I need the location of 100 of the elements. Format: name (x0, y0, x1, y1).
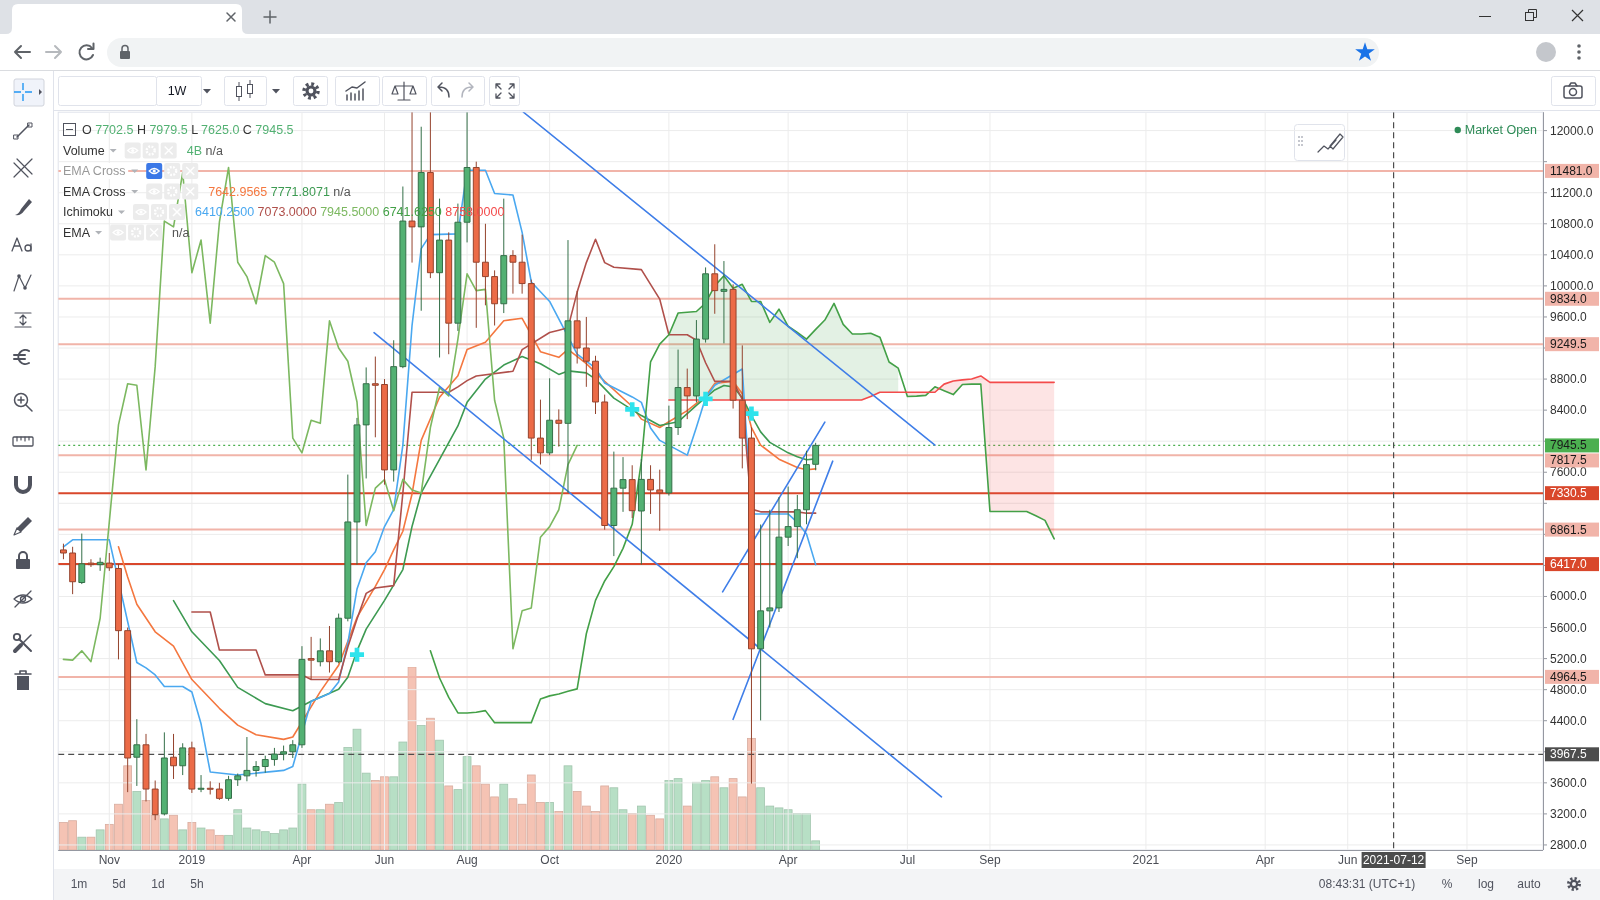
point (625, 402, 640, 417)
candlestick (601, 394, 609, 531)
candlestick (564, 239, 572, 494)
candlestick (537, 399, 544, 465)
x-tick-label: Jun (1338, 853, 1358, 867)
candlestick (390, 339, 398, 483)
candlestick (188, 741, 196, 794)
candlestick (326, 625, 333, 674)
ref-line-label: 6417.0 (1550, 557, 1588, 572)
candlestick (353, 417, 361, 566)
x-tick-label: Aug (456, 853, 478, 867)
ref-line-label: 7945.5 (1550, 438, 1588, 453)
candlestick (362, 366, 370, 479)
y-tick-label: 2800.0 (1550, 837, 1588, 852)
x-tick-label: 2019 (178, 853, 206, 867)
candlestick (160, 731, 168, 816)
bar (416, 725, 426, 850)
y-tick-label: 5600.0 (1550, 620, 1588, 635)
candlestick (491, 269, 499, 326)
candlestick (674, 349, 682, 436)
text: log (1477, 877, 1495, 891)
x-tick-label: 2021 (1132, 853, 1160, 867)
y-tick-label: 10400.0 (1550, 247, 1594, 262)
y-tick-label: 10000.0 (1550, 278, 1594, 293)
candlestick (803, 450, 810, 525)
candlestick (812, 442, 820, 471)
y-tick-label: 3200.0 (1550, 806, 1588, 821)
ref-line-label: 6861.5 (1550, 522, 1588, 537)
y-tick-label: 3600.0 (1550, 775, 1588, 790)
line-series (191, 238, 817, 681)
bar (499, 783, 509, 850)
x-tick-label: Oct (540, 853, 560, 867)
annotation: Market Open (1464, 123, 1538, 137)
candlestick (766, 509, 774, 629)
bar (95, 829, 105, 850)
bar (315, 809, 325, 850)
text: 5h (190, 877, 204, 891)
x-tick-label: Apr (292, 853, 312, 867)
point (698, 391, 713, 406)
bar (132, 791, 142, 850)
candlestick (637, 458, 645, 565)
bar (627, 813, 637, 850)
candlestick (738, 344, 746, 469)
y-tick-label: 5200.0 (1550, 651, 1588, 666)
candlestick (665, 405, 673, 497)
candlestick (225, 775, 232, 802)
y-tick-label: 6000.0 (1550, 589, 1588, 604)
candlestick (215, 782, 223, 801)
y-tick-label: 12000.0 (1550, 123, 1594, 138)
candlestick (775, 496, 783, 613)
candlestick (115, 563, 122, 660)
candlestick (243, 736, 251, 782)
candlestick (298, 645, 306, 749)
candlestick (78, 533, 86, 585)
annotation: EMA Cross (63, 164, 126, 178)
y-tick-label: 8800.0 (1550, 372, 1588, 387)
y-tick-label: 8400.0 (1550, 403, 1588, 418)
candlestick (518, 234, 526, 295)
candlestick (271, 747, 278, 767)
y-tick-label: 11200.0 (1550, 185, 1593, 200)
candlestick (87, 558, 95, 568)
candlestick (647, 464, 654, 515)
candlestick (206, 780, 214, 795)
bar (196, 827, 206, 850)
candlestick (381, 378, 388, 486)
y-tick-label: 10800.0 (1550, 216, 1594, 231)
bar (444, 785, 454, 850)
y-tick-label: 9600.0 (1550, 309, 1588, 324)
text: Volume 4B n/a (63, 143, 223, 158)
candlestick (656, 469, 664, 532)
x-tick-label: Jul (899, 853, 916, 867)
bar (426, 717, 435, 850)
candlestick (96, 557, 104, 572)
x-tick-label: Sep (979, 853, 1001, 867)
candlestick (702, 266, 710, 344)
bar (710, 776, 720, 850)
candlestick (610, 451, 618, 557)
x-tick-label: Apr (1255, 853, 1275, 867)
candlestick (546, 377, 554, 456)
candlestick (757, 524, 765, 721)
bar (407, 667, 417, 850)
candlestick (316, 637, 324, 667)
candlestick (133, 718, 141, 787)
bar (554, 811, 564, 850)
bar (563, 765, 573, 850)
candlestick (234, 773, 242, 787)
candlestick (445, 231, 453, 355)
x-tick-label: Nov (98, 853, 120, 867)
point (349, 647, 365, 662)
text: 08:43:31 (UTC+1) (1318, 877, 1416, 891)
x-tick-label: Apr (778, 853, 798, 867)
y-tick-label: 4400.0 (1550, 713, 1588, 728)
candlestick (628, 464, 636, 519)
ref-line-label: 11481.0 (1550, 163, 1593, 178)
ref-line-label: 7330.5 (1550, 486, 1588, 501)
ref-line-label: 3967.5 (1550, 747, 1588, 762)
candlestick (720, 260, 728, 344)
candlestick (307, 636, 315, 681)
ref-line-label: 9249.5 (1550, 337, 1588, 352)
ref-line-label: 4964.5 (1550, 669, 1588, 684)
